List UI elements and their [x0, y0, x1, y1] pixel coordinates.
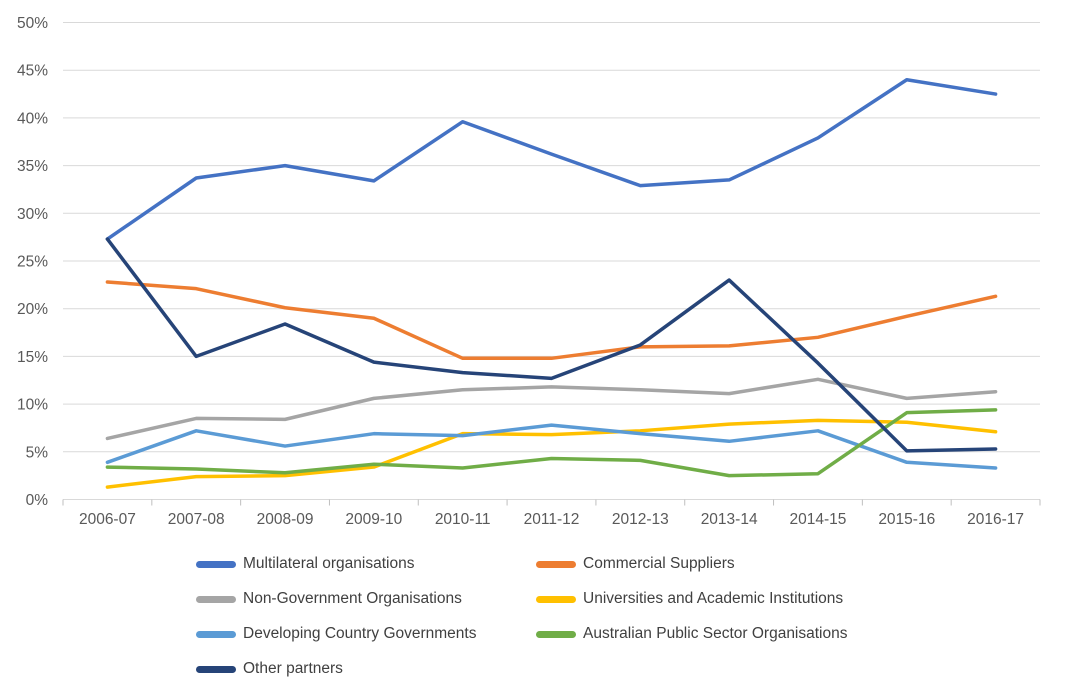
legend-label: Commercial Suppliers — [583, 555, 735, 572]
x-axis-tick-label: 2008-09 — [257, 511, 314, 528]
y-axis-tick-label: 5% — [26, 444, 49, 461]
x-axis-tick-label: 2007-08 — [168, 511, 225, 528]
legend-item-universities-and-academic-institutions: Universities and Academic Institutions — [536, 588, 916, 610]
legend-item-non-government-organisations: Non-Government Organisations — [196, 588, 536, 610]
series-line-commercial-suppliers — [105, 280, 998, 361]
x-axis-tick-label: 2013-14 — [701, 511, 758, 528]
y-axis-tick-label: 25% — [17, 254, 48, 271]
y-axis-tick-label: 35% — [17, 158, 48, 175]
y-axis-tick-label: 0% — [26, 492, 49, 509]
legend-item-australian-public-sector-organisations: Australian Public Sector Organisations — [536, 623, 916, 645]
series-line-non-government-organisations — [105, 377, 998, 441]
legend-swatch-icon — [196, 560, 236, 568]
chart-legend: Multilateral organisations Commercial Su… — [196, 553, 916, 680]
x-axis-tick-label: 2012-13 — [612, 511, 669, 528]
x-axis-tick-label: 2006-07 — [79, 511, 136, 528]
legend-swatch-icon — [196, 630, 236, 638]
legend-swatch-icon — [536, 560, 576, 568]
legend-swatch-icon — [196, 595, 236, 603]
legend-label: Universities and Academic Institutions — [583, 590, 844, 607]
legend-item-developing-country-governments: Developing Country Governments — [196, 623, 536, 645]
y-axis-tick-label: 40% — [17, 110, 48, 127]
legend-label: Non-Government Organisations — [243, 590, 462, 607]
legend-label: Multilateral organisations — [243, 555, 415, 572]
y-axis-tick-label: 20% — [17, 301, 48, 318]
legend-label: Australian Public Sector Organisations — [583, 625, 848, 642]
legend-swatch-icon — [196, 665, 236, 673]
series-line-australian-public-sector-organisations — [105, 408, 998, 478]
legend-item-commercial-suppliers: Commercial Suppliers — [536, 553, 916, 575]
legend-swatch-icon — [536, 595, 576, 603]
y-axis-tick-label: 50% — [17, 15, 48, 32]
x-axis-tick-label: 2009-10 — [345, 511, 402, 528]
x-axis-tick-label: 2014-15 — [790, 511, 847, 528]
series-line-multilateral-organisations — [105, 77, 998, 241]
gridlines — [63, 22, 1040, 500]
series-lines — [105, 77, 998, 489]
y-axis-tick-label: 30% — [17, 206, 48, 223]
legend-item-other-partners: Other partners — [196, 658, 536, 680]
y-axis-tick-label: 10% — [17, 397, 48, 414]
series-line-other-partners — [105, 237, 998, 453]
y-axis-labels: 0% 5% 10% 15% 20% 25% 30% 35% 40% 45% 50% — [17, 15, 48, 509]
legend-label: Other partners — [243, 660, 343, 677]
series-line-developing-country-governments — [105, 423, 998, 470]
y-axis-tick-label: 15% — [17, 349, 48, 366]
x-axis-tick-label: 2015-16 — [878, 511, 935, 528]
axis-ticks — [62, 499, 1041, 506]
legend-swatch-icon — [536, 630, 576, 638]
legend-label: Developing Country Governments — [243, 625, 477, 642]
x-axis-tick-label: 2010-11 — [435, 511, 491, 528]
x-axis-tick-label: 2016-17 — [967, 511, 1024, 528]
legend-item-multilateral-organisations: Multilateral organisations — [196, 553, 536, 575]
series-line-universities-and-academic-institutions — [105, 418, 998, 489]
x-axis-labels: 2006-07 2007-08 2008-09 2009-10 2010-11 2011-… — [79, 511, 1024, 528]
y-axis-tick-label: 45% — [17, 63, 48, 80]
x-axis-tick-label: 2011-12 — [524, 511, 580, 528]
